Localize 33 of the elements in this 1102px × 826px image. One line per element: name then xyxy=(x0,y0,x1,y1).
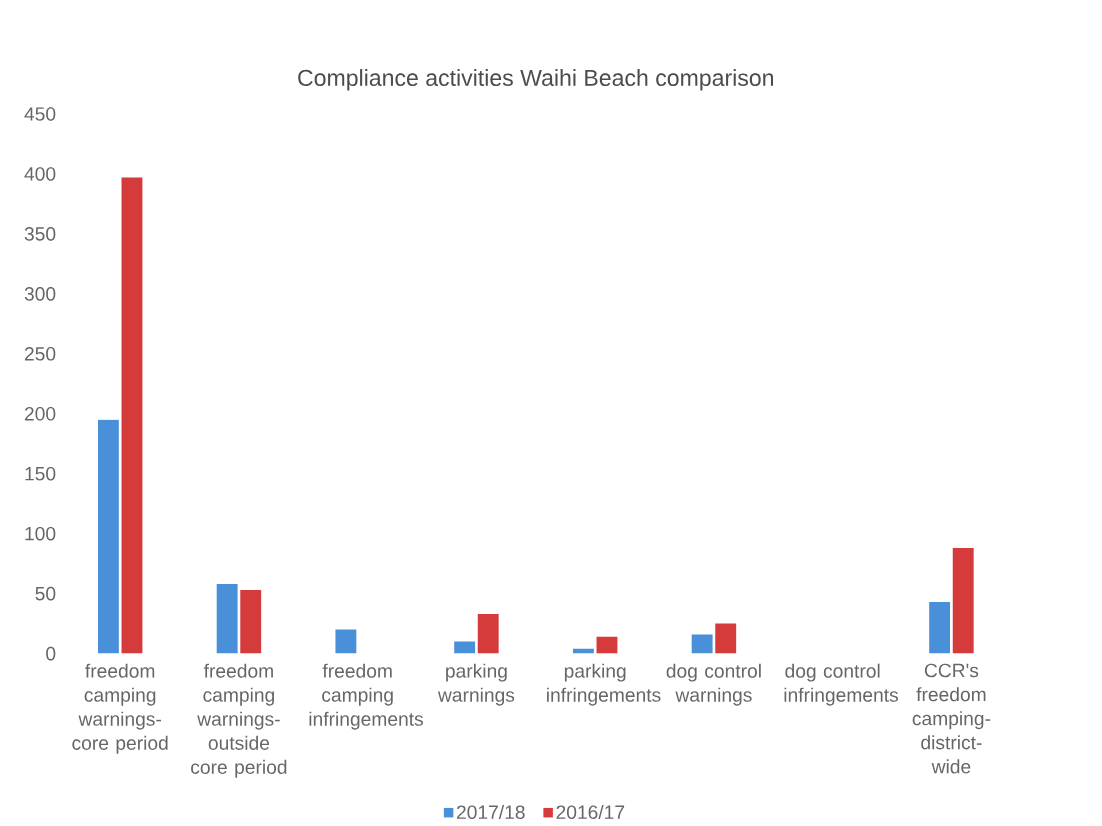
bar xyxy=(715,623,737,654)
y-tick-label: 200 xyxy=(24,406,56,421)
bar xyxy=(240,589,262,654)
x-tick-label: parking warnings xyxy=(437,663,515,706)
y-tick-label: 150 xyxy=(25,466,56,481)
x-tick-label: parking infringements xyxy=(547,663,661,706)
y-tick-label: 250 xyxy=(24,346,56,361)
bar xyxy=(929,601,951,654)
x-tick-label: CCR's freedom camping- district-wide xyxy=(912,663,991,774)
y-tick-label: 50 xyxy=(35,586,56,601)
bar xyxy=(952,547,974,654)
y-tick-label: 400 xyxy=(24,167,56,181)
chart-title: Compliance activities Waihi Beach comparison xyxy=(298,68,773,91)
bar xyxy=(97,419,119,654)
x-tick-label: freedom camping infringements xyxy=(309,663,424,730)
x-tick-label: freedom camping warnings- outside core period xyxy=(191,663,287,778)
bar xyxy=(596,636,618,654)
bar xyxy=(121,177,143,654)
bar xyxy=(477,613,499,654)
x-tick-label: dog control warnings xyxy=(666,663,761,706)
legend-label: 2016/17 xyxy=(556,804,625,819)
y-tick-label: 0 xyxy=(46,646,56,661)
legend-label: 2017/18 xyxy=(456,804,525,819)
bar xyxy=(691,634,713,654)
bar xyxy=(335,629,357,654)
y-tick-label: 450 xyxy=(24,107,56,121)
x-tick-label: dog control infringements xyxy=(784,663,899,706)
bar xyxy=(216,583,238,654)
bar xyxy=(454,641,476,654)
y-tick-label: 350 xyxy=(24,227,56,241)
y-tick-label: 300 xyxy=(24,286,56,301)
y-tick-label: 100 xyxy=(25,526,56,541)
x-tick-label: freedom camping warnings- core period xyxy=(72,663,168,754)
